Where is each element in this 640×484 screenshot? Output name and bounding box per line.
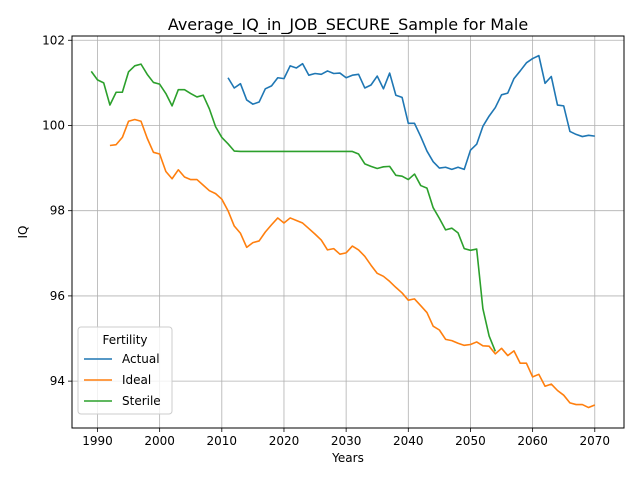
x-tick-label: 2060: [517, 434, 548, 448]
legend-title: Fertility: [102, 333, 147, 347]
x-tick-label: 2050: [455, 434, 486, 448]
legend: Fertility Actual Ideal Sterile: [77, 326, 173, 415]
x-tick-label: 2070: [580, 434, 611, 448]
series-line-ideal: [109, 118, 596, 409]
chart-title: Average_IQ_in_JOB_SECURE_Sample for Male: [168, 15, 528, 35]
x-tick-label: 2020: [269, 434, 300, 448]
x-tick-label: 1990: [82, 434, 113, 448]
legend-label-ideal: Ideal: [122, 373, 151, 387]
series-line-sterile: [90, 63, 497, 352]
legend-items: Actual Ideal Sterile: [84, 352, 161, 408]
x-axis-label: Years: [331, 451, 364, 465]
y-axis-label: IQ: [16, 226, 30, 239]
legend-label-sterile: Sterile: [122, 394, 161, 408]
y-tick-label: 96: [50, 289, 65, 303]
legend-box: [77, 326, 173, 415]
grid: [72, 36, 624, 428]
x-axis-ticks: 1990 2000 2010 2020 2030 2040 2050 2060 2070: [82, 428, 610, 448]
legend-label-actual: Actual: [122, 352, 160, 366]
y-tick-label: 100: [42, 118, 65, 132]
series-line-actual: [227, 54, 595, 171]
series-lines: [90, 54, 596, 409]
y-axis-ticks: 94 96 98 100 102: [42, 33, 72, 388]
y-tick-label: 94: [50, 374, 65, 388]
x-tick-label: 2030: [331, 434, 362, 448]
x-tick-label: 2040: [393, 434, 424, 448]
x-tick-label: 2010: [207, 434, 238, 448]
x-tick-label: 2000: [144, 434, 175, 448]
plot-frame: [71, 35, 625, 429]
y-tick-label: 102: [42, 33, 65, 47]
y-tick-label: 98: [50, 204, 65, 218]
